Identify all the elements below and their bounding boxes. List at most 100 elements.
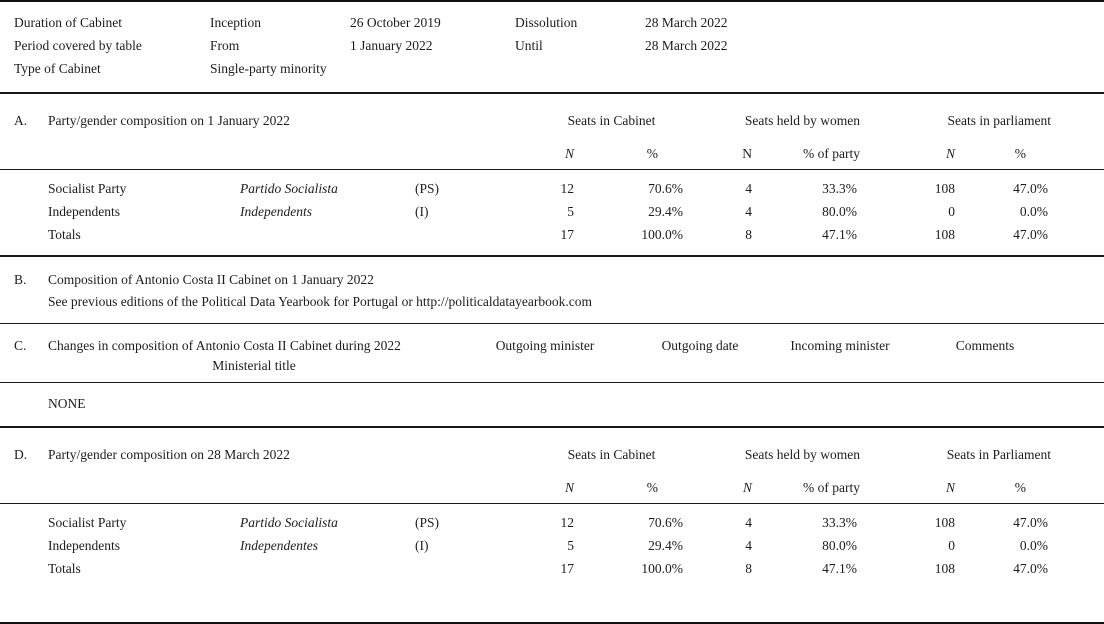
party-native-name: Independentes: [240, 538, 318, 553]
col-header-pct: %: [646, 480, 658, 495]
col-header-incoming-minister: Incoming minister: [790, 338, 890, 353]
col-header-pct: %: [1014, 480, 1026, 495]
cell: 4: [745, 538, 752, 553]
section-d-rows: Socialist Party Partido Socialista (PS) …: [0, 504, 1104, 589]
col-header-pct: %: [1014, 146, 1026, 161]
section-note: See previous editions of the Political D…: [48, 294, 593, 309]
cell: 47.0%: [1013, 227, 1048, 242]
cabinet-info: Duration of Cabinet Inception 26 October…: [0, 2, 1104, 92]
cell: 29.4%: [648, 538, 683, 553]
divider: [0, 426, 1104, 428]
section-a-rows: Socialist Party Partido Socialista (PS) …: [0, 170, 1104, 255]
section-title: Party/gender composition on 28 March 202…: [48, 447, 290, 462]
section-a-subheaders: N % N % of party N %: [0, 144, 1104, 169]
section-a: A. Party/gender composition on 1 January…: [0, 94, 1104, 255]
cell: 17: [560, 561, 575, 576]
col-header-outgoing-date: Outgoing date: [661, 338, 739, 353]
cell: 47.0%: [1013, 181, 1048, 196]
col-header-pct: %: [646, 146, 658, 161]
cell: 80.0%: [822, 204, 857, 219]
cell: 0.0%: [1019, 204, 1048, 219]
section-c-empty-row: NONE: [0, 383, 1104, 426]
section-marker: C.: [14, 338, 27, 353]
cell: 108: [934, 227, 955, 242]
totals-label: Totals: [48, 227, 81, 242]
section-marker: B.: [14, 272, 27, 287]
section-d-subheaders: N % N % of party N %: [0, 478, 1104, 503]
cell: 47.1%: [822, 227, 857, 242]
divider: [0, 255, 1104, 257]
col-header-n: N: [742, 480, 752, 495]
totals-label: Totals: [48, 561, 81, 576]
party-abbr: (I): [415, 204, 429, 219]
col-header-n: N: [742, 146, 752, 161]
info-key: Inception: [210, 15, 261, 30]
divider: [0, 503, 1104, 504]
cell: 0: [948, 538, 955, 553]
cell: 5: [567, 538, 574, 553]
party-abbr: (PS): [415, 181, 440, 196]
col-header-pct-of-party: % of party: [803, 146, 860, 161]
divider: [0, 92, 1104, 94]
section-d: D. Party/gender composition on 28 March …: [0, 428, 1104, 589]
table-row: Socialist Party Partido Socialista (PS) …: [0, 177, 1104, 200]
cell: 4: [745, 204, 752, 219]
cell: 33.3%: [822, 515, 857, 530]
col-header-ministerial-title: Ministerial title: [212, 358, 296, 373]
cell: 47.1%: [822, 561, 857, 576]
info-label: Duration of Cabinet: [14, 15, 122, 30]
party-abbr: (I): [415, 538, 429, 553]
cell: 0.0%: [1019, 538, 1048, 553]
cell: 80.0%: [822, 538, 857, 553]
cell: 12: [560, 181, 575, 196]
info-key: From: [210, 38, 240, 53]
cell: 70.6%: [648, 181, 683, 196]
divider: [0, 382, 1104, 383]
info-row-type: Type of Cabinet Single-party minority: [14, 57, 1104, 80]
cell: 5: [567, 204, 574, 219]
table-row: Independents Independents (I) 5 29.4% 4 …: [0, 200, 1104, 223]
info-label: Period covered by table: [14, 38, 142, 53]
group-header-seats-in-cabinet: Seats in Cabinet: [567, 113, 656, 128]
section-title: Composition of Antonio Costa II Cabinet …: [48, 272, 374, 287]
divider: [0, 323, 1104, 324]
cell: 108: [934, 561, 955, 576]
party-native-name: Partido Socialista: [240, 181, 338, 196]
cell: 47.0%: [1013, 515, 1048, 530]
col-header-outgoing-minister: Outgoing minister: [495, 338, 595, 353]
col-header-n: N: [564, 146, 574, 161]
section-title: Changes in composition of Antonio Costa …: [48, 338, 401, 353]
section-b: B. Composition of Antonio Costa II Cabin…: [0, 257, 1104, 323]
col-header-n: N: [945, 480, 955, 495]
cell: 100.0%: [641, 227, 683, 242]
table-row-totals: Totals 17 100.0% 8 47.1% 108 47.0%: [0, 557, 1104, 580]
info-row-period: Period covered by table From 1 January 2…: [14, 34, 1104, 57]
cell: 70.6%: [648, 515, 683, 530]
none-label: NONE: [48, 396, 86, 411]
party-name: Socialist Party: [48, 515, 127, 530]
section-marker: A.: [14, 113, 28, 128]
cell: 4: [745, 515, 752, 530]
cell: 8: [745, 227, 752, 242]
col-header-n: N: [564, 480, 574, 495]
info-value: 28 March 2022: [645, 15, 728, 30]
section-d-header: D. Party/gender composition on 28 March …: [0, 428, 1104, 464]
info-value: 26 October 2019: [350, 15, 441, 30]
party-name: Independents: [48, 538, 120, 553]
section-c: C. Changes in composition of Antonio Cos…: [0, 324, 1104, 382]
section-marker: D.: [14, 447, 28, 462]
cell: 100.0%: [641, 561, 683, 576]
cell: 4: [745, 181, 752, 196]
cell: 108: [934, 181, 955, 196]
divider: [0, 169, 1104, 170]
party-name: Independents: [48, 204, 120, 219]
table-row: Socialist Party Partido Socialista (PS) …: [0, 511, 1104, 534]
table-row: Independents Independentes (I) 5 29.4% 4…: [0, 534, 1104, 557]
cell: 33.3%: [822, 181, 857, 196]
info-label: Type of Cabinet: [14, 61, 101, 76]
party-native-name: Independents: [240, 204, 312, 219]
group-header-seats-in-parliament: Seats in parliament: [947, 113, 1051, 128]
table-row-totals: Totals 17 100.0% 8 47.1% 108 47.0%: [0, 223, 1104, 246]
cell: 0: [948, 204, 955, 219]
party-name: Socialist Party: [48, 181, 127, 196]
